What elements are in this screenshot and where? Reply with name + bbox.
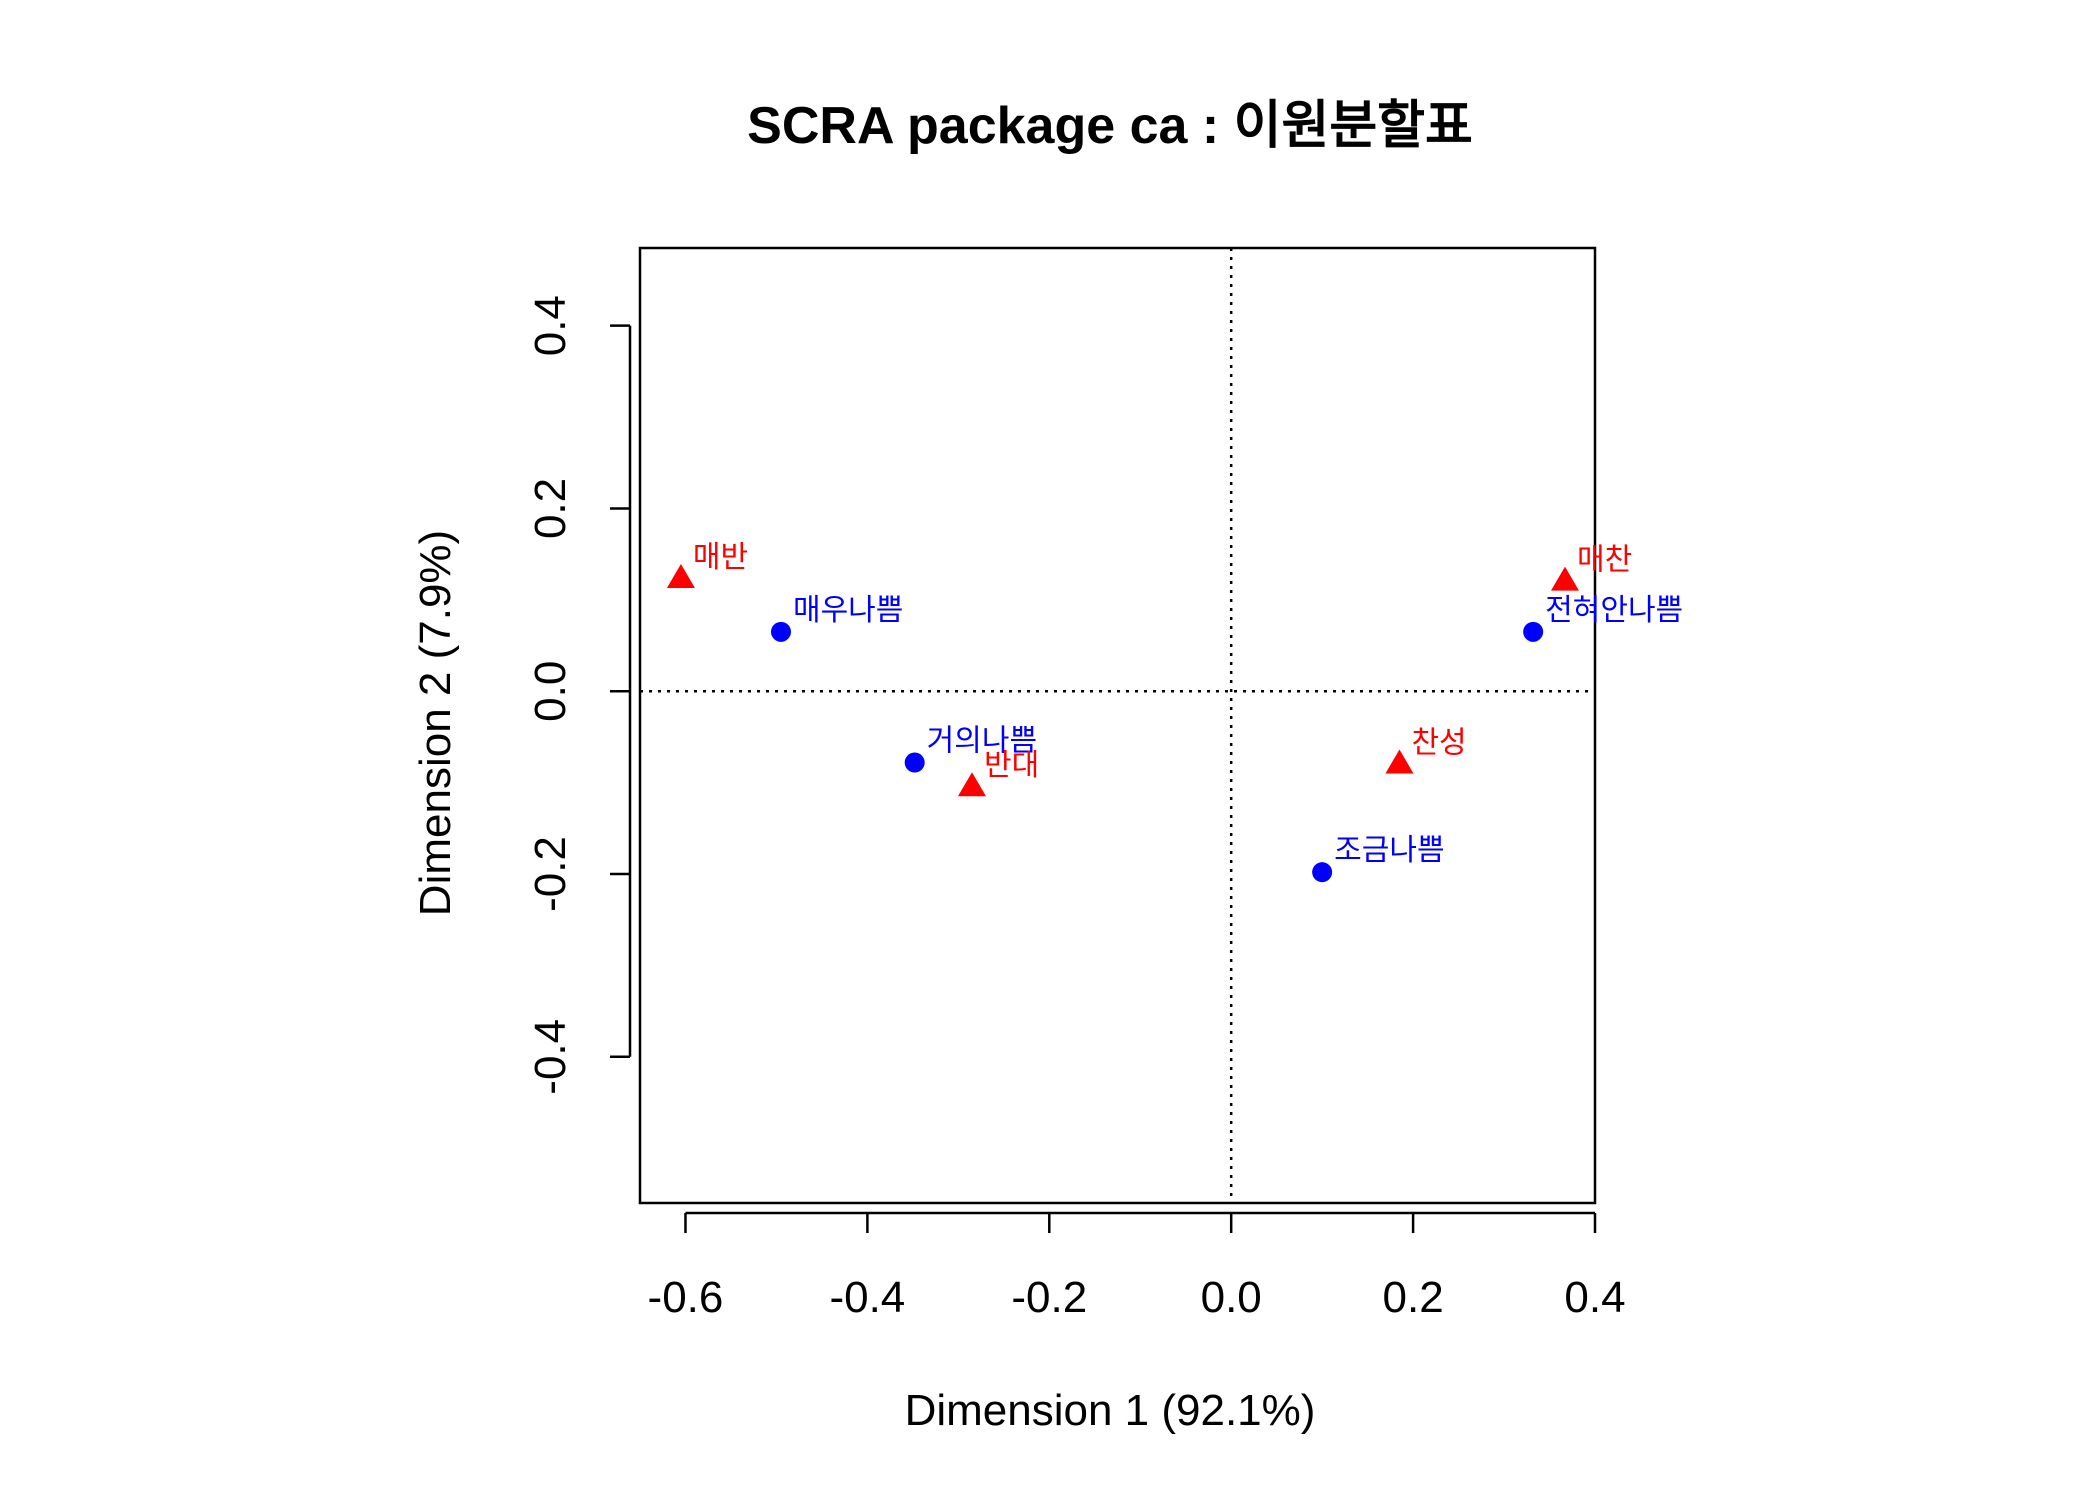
point-label: 찬성 xyxy=(1411,725,1466,760)
x-tick-label: 0.2 xyxy=(1383,1273,1444,1322)
point-label: 전혀안나쁨 xyxy=(1545,593,1683,628)
column-point xyxy=(1550,566,1579,591)
y-tick-label: -0.4 xyxy=(526,1019,575,1095)
x-tick-label: 0.0 xyxy=(1201,1273,1262,1322)
point-label: 매반 xyxy=(693,540,748,575)
point-label: 조금나쁨 xyxy=(1334,833,1444,868)
y-tick-label: -0.2 xyxy=(526,836,575,912)
x-tick-label: 0.4 xyxy=(1564,1273,1625,1322)
y-tick-label: 0.0 xyxy=(526,661,575,722)
x-tick-label: -0.6 xyxy=(648,1273,724,1322)
plot-area-border xyxy=(638,246,1597,1205)
point-label: 반대 xyxy=(984,748,1039,783)
row-point xyxy=(1312,862,1333,883)
row-point xyxy=(1523,621,1544,642)
column-point xyxy=(957,772,986,797)
column-point xyxy=(666,563,695,588)
x-axis: -0.6 -0.4 -0.2 0.0 0.2 0.4 xyxy=(648,1211,1626,1322)
row-point xyxy=(770,621,791,642)
data-points xyxy=(666,563,1579,883)
column-point xyxy=(1385,749,1414,774)
point-label: 거의나쁨 xyxy=(927,724,1037,759)
y-tick-label: 0.4 xyxy=(526,295,575,356)
y-axis: -0.4 -0.2 0.0 0.2 0.4 xyxy=(526,295,632,1095)
x-tick-label: -0.2 xyxy=(1011,1273,1087,1322)
point-label: 매우나쁨 xyxy=(793,593,903,628)
y-axis-label: Dimension 2 (7.9%) xyxy=(411,530,460,916)
reference-lines xyxy=(640,248,1595,1203)
x-axis-label: Dimension 1 (92.1%) xyxy=(905,1386,1316,1435)
x-tick-label: -0.4 xyxy=(829,1273,905,1322)
chart-title: SCRA package ca : 이원분할표 xyxy=(747,97,1473,155)
y-tick-label: 0.2 xyxy=(526,478,575,539)
row-point xyxy=(904,752,925,773)
point-label: 매찬 xyxy=(1577,543,1632,578)
